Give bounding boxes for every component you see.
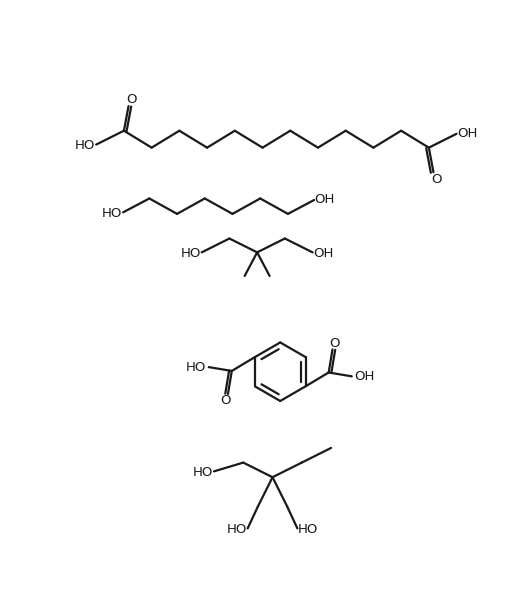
Text: O: O [126,92,137,106]
Text: OH: OH [313,247,334,260]
Text: HO: HO [181,247,201,260]
Text: OH: OH [457,126,477,139]
Text: HO: HO [186,361,207,373]
Text: OH: OH [354,370,374,383]
Text: O: O [330,337,340,350]
Text: HO: HO [193,466,213,478]
Text: O: O [431,173,442,185]
Text: HO: HO [75,139,95,152]
Text: HO: HO [298,523,318,536]
Text: OH: OH [315,193,335,206]
Text: HO: HO [227,523,247,536]
Text: O: O [221,394,231,407]
Text: HO: HO [102,207,122,219]
